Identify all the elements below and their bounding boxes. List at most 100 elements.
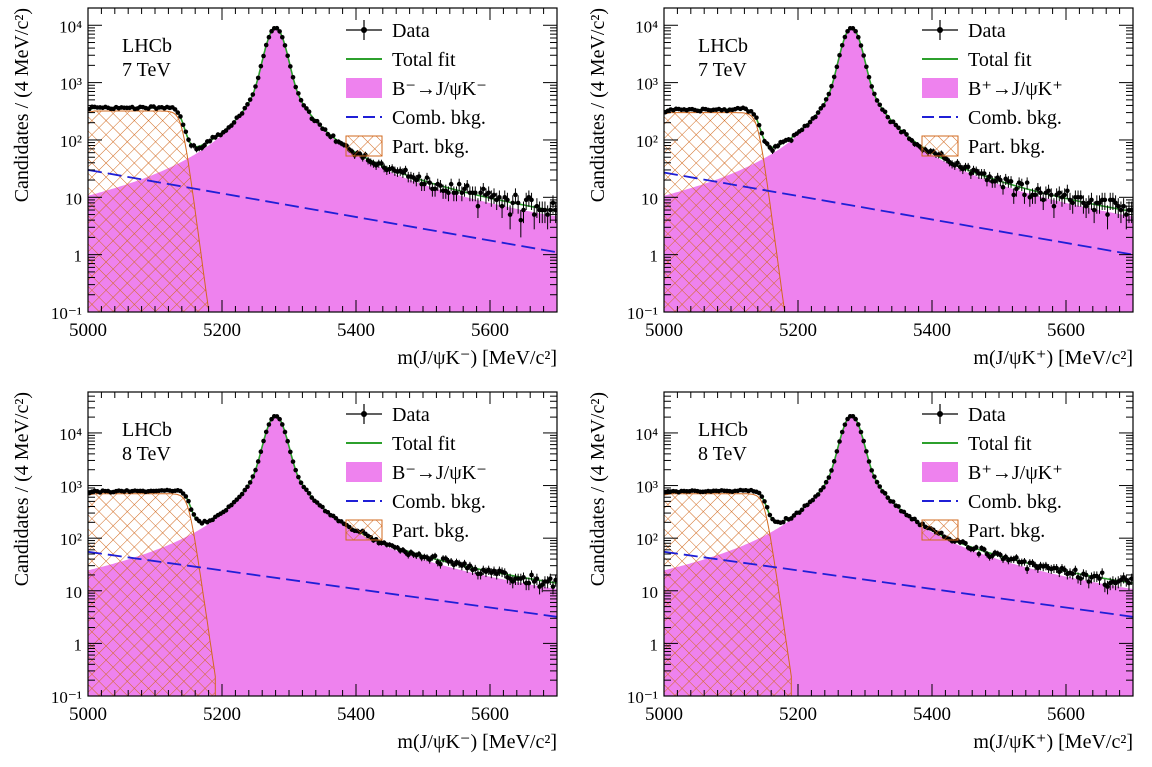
- data-point: [764, 141, 770, 147]
- data-point: [1014, 555, 1019, 560]
- data-point: [282, 429, 288, 435]
- data-point: [1083, 572, 1089, 578]
- data-point: [186, 137, 191, 143]
- data-point: [1057, 569, 1062, 575]
- data-point: [1032, 192, 1038, 198]
- data-point: [269, 28, 274, 34]
- x-tick-label: 5400: [337, 704, 375, 725]
- x-tick-label: 5200: [203, 320, 241, 341]
- legend-label-signal: B⁺→J/ψK⁺: [968, 462, 1063, 484]
- data-point: [301, 103, 307, 108]
- data-point: [1086, 200, 1092, 206]
- chart-panel-top-left: 5000 5200 5400 5600 10⁻¹ 1 10 10² 10³ 10⁴ m(J/ψK⁻)…: [0, 0, 576, 383]
- data-point: [1097, 200, 1102, 206]
- data-point: [180, 491, 186, 496]
- data-point: [515, 200, 521, 206]
- data-point: [285, 53, 290, 59]
- data-point: [981, 171, 987, 176]
- data-point: [325, 509, 331, 515]
- data-point: [845, 28, 850, 34]
- data-point: [1022, 192, 1027, 198]
- data-point: [304, 487, 309, 493]
- data-point: [531, 212, 537, 217]
- data-point: [446, 190, 451, 196]
- chart-panel-top-right: 5000 5200 5400 5600 10⁻¹ 1 10 10² 10³ 10⁴ m(J/ψK⁺)…: [576, 0, 1152, 383]
- data-point: [255, 75, 261, 81]
- data-point: [330, 133, 336, 138]
- legend-part-bkg-marker: [921, 135, 959, 157]
- data-point: [459, 190, 465, 196]
- data-point: [877, 484, 883, 489]
- data-point: [965, 164, 971, 170]
- data-point: [912, 516, 917, 522]
- x-tick-label: 5600: [471, 320, 509, 341]
- data-point: [253, 84, 258, 89]
- data-point: [981, 547, 987, 552]
- x-tick-label: 5600: [1047, 704, 1085, 725]
- x-tick-label: 5000: [69, 704, 107, 725]
- data-point: [526, 580, 532, 586]
- legend: Data Total fit B⁺→J/ψK⁺ Comb. bkg. Part. bkg…: [921, 20, 1063, 158]
- data-point: [467, 563, 473, 568]
- data-point: [775, 143, 781, 149]
- data-point: [499, 203, 505, 209]
- data-point: [239, 491, 245, 497]
- data-point: [534, 576, 540, 581]
- data-point: [242, 105, 248, 111]
- data-point: [762, 499, 767, 504]
- x-tick-label: 5400: [913, 320, 951, 341]
- data-point: [478, 571, 483, 577]
- data-point: [296, 91, 301, 96]
- y-axis-label: Candidates / (4 MeV/c²): [11, 8, 33, 202]
- data-point: [1126, 580, 1132, 586]
- energy-label: 8 TeV: [122, 443, 171, 465]
- data-point: [529, 572, 534, 578]
- legend-label-data: Data: [392, 404, 430, 426]
- data-point: [1011, 192, 1017, 198]
- data-point: [510, 200, 516, 206]
- data-point: [826, 475, 832, 480]
- legend: Data Total fit B⁻→J/ψK⁻ Comb. bkg. Part. bkg…: [345, 20, 487, 158]
- data-point: [322, 127, 328, 132]
- data-point: [258, 63, 264, 69]
- data-point: [914, 519, 920, 525]
- data-point: [963, 540, 968, 546]
- data-point: [1008, 179, 1014, 184]
- data-point: [856, 422, 861, 427]
- data-point: [984, 551, 990, 557]
- data-point: [229, 502, 234, 508]
- data-point: [829, 83, 834, 89]
- data-point: [1078, 195, 1084, 200]
- data-point: [818, 106, 824, 111]
- y-tick-label: 1: [74, 247, 83, 266]
- chart-panel-bottom-left: 5000 5200 5400 5600 10⁻¹ 1 10 10² 10³ 10⁴ m(J/ψK⁻)…: [0, 384, 576, 767]
- y-tick-label: 10⁻¹: [51, 688, 82, 707]
- data-point: [191, 512, 197, 517]
- data-point: [1081, 200, 1086, 206]
- data-point: [513, 192, 518, 198]
- data-point: [1099, 570, 1105, 576]
- data-point: [759, 494, 765, 499]
- data-point: [529, 197, 534, 203]
- legend-label-signal: B⁺→J/ψK⁺: [968, 78, 1063, 100]
- plot-frame: [663, 391, 1134, 697]
- energy-label: 7 TeV: [698, 59, 747, 81]
- data-point: [1091, 207, 1097, 213]
- data-point: [202, 142, 207, 148]
- data-point: [976, 551, 982, 557]
- data-point: [815, 110, 821, 115]
- data-point: [491, 192, 497, 198]
- data-point: [320, 504, 325, 510]
- data-point: [239, 111, 245, 116]
- data-point: [258, 449, 264, 455]
- data-point: [245, 484, 250, 490]
- data-point: [1000, 184, 1006, 190]
- experiment-label: LHCb: [122, 419, 172, 441]
- y-tick-label: 1: [650, 247, 659, 266]
- data-point: [1051, 203, 1057, 209]
- data-point: [759, 130, 765, 136]
- y-tick-label: 10⁴: [635, 425, 658, 444]
- y-tick-label: 1: [74, 635, 83, 654]
- y-tick-label: 10⁴: [59, 425, 82, 444]
- legend-label-data: Data: [968, 20, 1006, 42]
